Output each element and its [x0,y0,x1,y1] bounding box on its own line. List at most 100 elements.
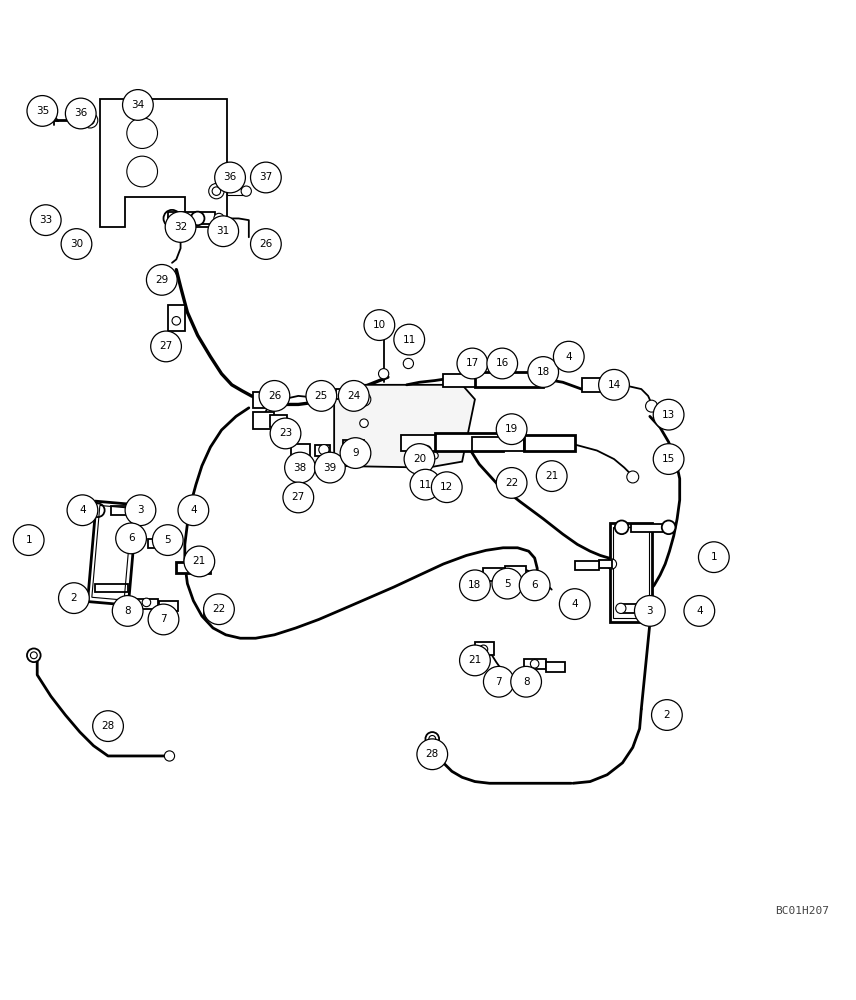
Bar [336,389,354,399]
Circle shape [511,666,542,697]
Circle shape [460,645,490,676]
Circle shape [151,331,181,362]
Circle shape [479,645,488,654]
Circle shape [61,229,92,259]
Bar [524,435,574,451]
Text: 11: 11 [419,480,432,490]
Text: 2: 2 [70,593,77,603]
Text: BC01H207: BC01H207 [775,906,829,916]
Circle shape [141,503,155,517]
Circle shape [429,735,436,742]
Text: 3: 3 [646,606,653,616]
Bar [315,387,330,399]
Text: 4: 4 [566,352,572,362]
Circle shape [615,520,628,534]
Bar [110,506,149,515]
Polygon shape [99,99,228,227]
Bar [546,662,564,672]
Circle shape [421,445,431,456]
Bar [168,305,185,331]
Circle shape [417,739,448,770]
Text: 26: 26 [268,391,281,401]
Circle shape [251,162,282,193]
Circle shape [487,348,518,379]
Circle shape [496,414,527,445]
Bar [525,659,546,669]
Text: 1: 1 [26,535,32,545]
Circle shape [212,187,221,195]
Circle shape [528,357,559,387]
Bar [148,539,174,548]
Text: 22: 22 [505,478,518,488]
Bar [505,566,526,578]
Bar [92,505,132,600]
Bar [609,523,652,622]
Text: 17: 17 [466,358,479,368]
Bar [613,527,649,618]
Bar [631,524,669,532]
Text: 38: 38 [294,463,306,473]
Circle shape [125,495,156,526]
Text: 4: 4 [696,606,703,616]
Text: 28: 28 [101,721,115,731]
Text: 14: 14 [608,380,621,390]
Circle shape [31,205,61,236]
Text: 5: 5 [164,535,171,545]
Circle shape [662,520,675,534]
Circle shape [92,711,123,741]
Text: 7: 7 [496,677,502,687]
Circle shape [164,751,175,761]
Bar [87,501,137,605]
Text: 33: 33 [39,215,52,225]
Circle shape [241,186,252,196]
Circle shape [554,341,584,372]
Text: 27: 27 [292,492,305,502]
Circle shape [404,444,435,474]
Text: 23: 23 [279,428,292,438]
Bar [443,374,493,387]
Circle shape [152,525,183,555]
Text: 2: 2 [663,710,670,720]
Text: 10: 10 [373,320,386,330]
Text: 36: 36 [223,172,236,182]
Text: 9: 9 [352,448,359,458]
Text: 4: 4 [190,505,197,515]
Circle shape [116,523,146,554]
Circle shape [606,559,616,569]
Text: 24: 24 [348,391,360,401]
Text: 22: 22 [212,604,226,614]
Circle shape [27,96,57,126]
Text: 28: 28 [425,749,439,759]
Circle shape [645,400,657,412]
Text: 18: 18 [537,367,550,377]
Circle shape [340,388,350,398]
Bar [205,608,222,618]
Circle shape [204,594,235,625]
Text: 21: 21 [193,556,206,566]
Bar [292,444,310,456]
Circle shape [31,652,37,659]
Circle shape [172,317,181,325]
Text: 25: 25 [315,391,328,401]
Text: 26: 26 [259,239,272,249]
Circle shape [58,583,89,613]
Circle shape [112,596,143,626]
Circle shape [184,546,215,577]
Circle shape [394,324,425,355]
Circle shape [364,310,395,340]
Text: 36: 36 [74,108,87,118]
Text: 21: 21 [468,655,482,665]
Text: 4: 4 [572,599,578,609]
Circle shape [684,596,715,626]
Circle shape [86,116,94,125]
Circle shape [285,452,315,483]
Bar [253,392,275,408]
Circle shape [492,568,523,599]
Circle shape [431,452,438,459]
Text: 35: 35 [36,106,49,116]
Circle shape [122,533,133,544]
Text: 39: 39 [324,463,336,473]
Bar [176,562,211,573]
Text: 4: 4 [79,505,86,515]
Circle shape [537,461,567,491]
